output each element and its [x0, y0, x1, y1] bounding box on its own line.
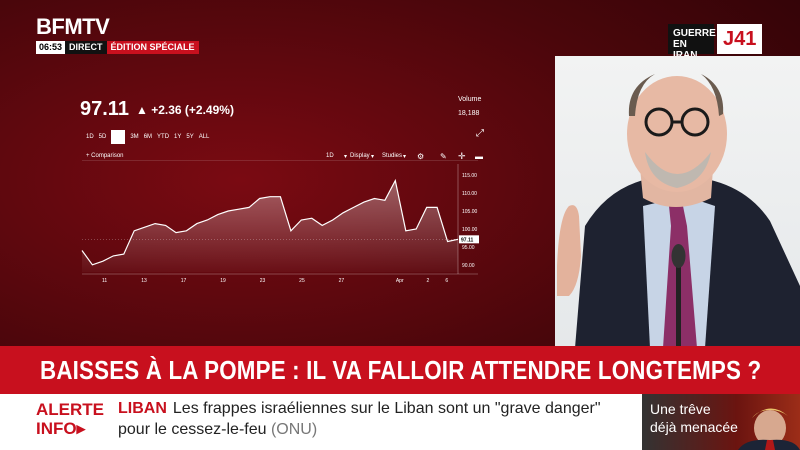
teaser-face — [754, 410, 786, 446]
play-icon: ▸ — [76, 419, 86, 438]
y-tick-label: 95.00 — [462, 245, 475, 251]
y-tick-label: 105.00 — [462, 209, 478, 215]
headline-text: BAISSES À LA POMPE : IL VA FALLOIR ATTEN… — [40, 355, 762, 385]
x-tick-label: 17 — [181, 278, 187, 284]
alert-source: (ONU) — [270, 421, 318, 438]
volume-value: 18,188 — [458, 110, 480, 117]
teaser-line1: Une trêve — [650, 401, 711, 417]
live-strip: 06:53 DIRECT ÉDITION SPÉCIALE — [36, 41, 199, 54]
edition-label: ÉDITION SPÉCIALE — [106, 41, 199, 54]
price-line — [81, 178, 459, 266]
range-all[interactable]: ALL — [198, 134, 210, 140]
expand-icon[interactable]: ⤢ — [476, 128, 484, 139]
volume-label: Volume — [458, 96, 482, 103]
y-tick-label: 90.00 — [462, 263, 475, 269]
guest-video-feed — [555, 56, 800, 348]
range-ytd[interactable]: YTD — [157, 134, 170, 140]
y-tick-label: 100.00 — [462, 227, 478, 233]
crosshair-icon[interactable]: ✛ — [458, 151, 466, 161]
headline-banner: BAISSES À LA POMPE : IL VA FALLOIR ATTEN… — [0, 346, 800, 394]
last-value-label: 97.11 — [461, 237, 473, 243]
range-1d[interactable]: 1D — [86, 134, 94, 140]
alert-label: ALERTE INFO▸ — [36, 400, 104, 438]
x-tick-label: 25 — [299, 278, 305, 284]
price-area — [82, 180, 458, 272]
comparison-button[interactable]: + Comparison — [86, 153, 124, 159]
x-tick-label: Apr — [396, 278, 404, 284]
guest-hair — [628, 74, 655, 116]
microphone — [671, 244, 686, 268]
teaser-tie — [765, 440, 775, 450]
teaser-hair — [752, 408, 788, 418]
display-dropdown[interactable]: Display — [350, 153, 370, 159]
x-tick-label: 19 — [220, 278, 226, 284]
price-chart: 115.00 110.00 105.00 100.00 95.00 90.00 97.11 1… — [81, 160, 479, 284]
badge-title: GUERRE EN IRAN — [668, 24, 716, 61]
clock: 06:53 — [36, 41, 66, 54]
guest-illustration — [557, 74, 800, 348]
badge-day-text: J41 — [723, 28, 757, 50]
range-3m[interactable]: 3M — [130, 134, 139, 140]
interval-dropdown[interactable]: 1D — [326, 153, 334, 159]
alert-label-line1: ALERTE — [36, 400, 104, 419]
guest-hand — [557, 205, 581, 296]
alert-text-1: Les frappes israéliennes sur le Liban so… — [172, 400, 601, 417]
alert-text: LIBAN Les frappes israéliennes sur le Lib… — [118, 398, 638, 440]
alert-text-line1: LIBAN Les frappes israéliennes sur le Lib… — [118, 398, 638, 419]
comment-icon[interactable]: ▬ — [475, 152, 483, 161]
range-5y[interactable]: 5Y — [186, 134, 194, 140]
channel-logo: BFMTV — [36, 14, 110, 39]
alert-label-line2: INFO▸ — [36, 419, 104, 438]
teaser-text: Une trêve déjà menacée — [650, 400, 738, 436]
range-selector: 1D 5D 3M 6M YTD 1Y 5Y ALL — [86, 130, 209, 144]
range-5d[interactable]: 5D — [98, 134, 107, 140]
stock-change: ▲ +2.36 (+2.49%) — [136, 103, 234, 117]
guest-hair-right — [701, 74, 724, 116]
alert-text-line2: pour le cessez-le-feu (ONU) — [118, 419, 638, 440]
x-tick-label: 11 — [102, 278, 107, 284]
x-tick-label: 23 — [260, 278, 266, 284]
last-value-marker — [459, 235, 479, 244]
program-badge: GUERRE EN IRAN J41 — [668, 24, 763, 61]
microphone-stand — [676, 256, 681, 348]
studies-dropdown[interactable]: Studies — [382, 153, 403, 159]
y-tick-label: 110.00 — [462, 191, 477, 197]
stock-price: 97.11 — [80, 98, 129, 120]
alert-topic: LIBAN — [118, 400, 167, 417]
range-6m[interactable]: 6M — [143, 134, 153, 140]
live-label: DIRECT — [65, 41, 107, 54]
stock-chart-panel: 97.11 ▲ +2.36 (+2.49%) Volume 18,188 ⤢ 1… — [80, 90, 500, 290]
pencil-icon[interactable]: ✎ — [440, 152, 447, 161]
teaser-line2: déjà menacée — [650, 419, 738, 435]
range-selected[interactable] — [111, 130, 126, 144]
x-tick-label: 13 — [141, 278, 147, 284]
interval-chevron-icon[interactable]: ▾ — [344, 154, 348, 160]
x-tick-label: 2 — [427, 278, 430, 284]
teaser-image — [738, 408, 800, 450]
teaser-panel: Une trêve déjà menacée — [642, 394, 800, 450]
range-1y[interactable]: 1Y — [174, 134, 182, 140]
settings-icon[interactable]: ⚙ — [417, 152, 425, 161]
studies-chevron-icon[interactable]: ▾ — [403, 154, 407, 160]
x-tick-label: 6 — [445, 278, 448, 284]
display-chevron-icon[interactable]: ▾ — [371, 154, 375, 160]
alert-label-info: INFO — [36, 419, 77, 438]
badge-day: J41 — [717, 24, 763, 54]
x-tick-label: 27 — [339, 278, 345, 284]
alert-text-2: pour le cessez-le-feu — [118, 421, 267, 438]
y-tick-label: 115.00 — [462, 173, 477, 179]
guest-beard — [645, 152, 711, 188]
